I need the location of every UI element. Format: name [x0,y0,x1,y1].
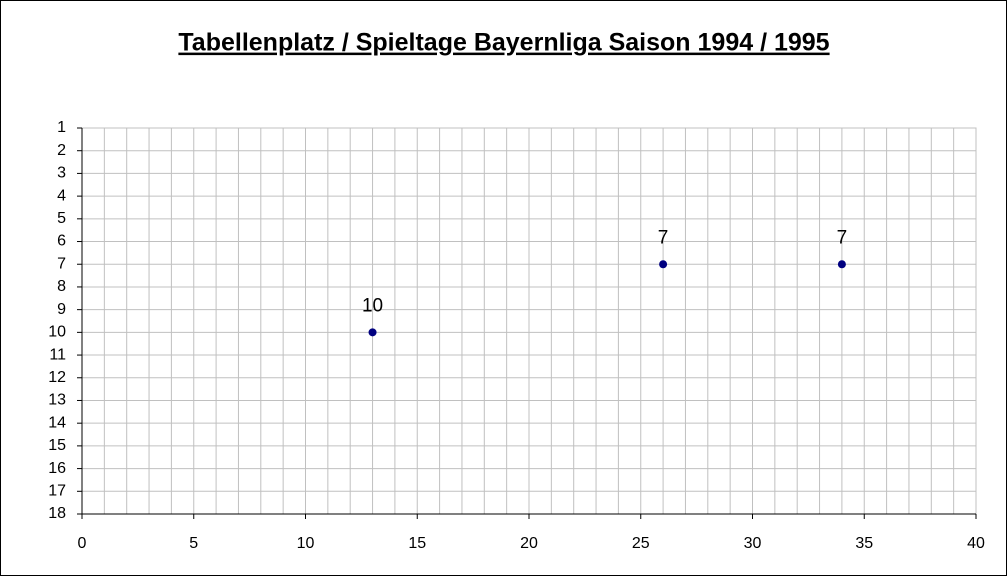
x-tick-label: 15 [408,535,426,552]
x-tick-label: 5 [189,535,198,552]
y-tick-label: 5 [57,210,66,227]
y-tick-label: 7 [57,255,66,272]
point [837,260,846,269]
y-tick-label: 15 [48,437,66,454]
y-tick-label: 9 [57,301,66,318]
y-tick-label: 1 [57,119,66,136]
x-tick-label: 10 [297,535,315,552]
y-tick-label: 10 [48,324,66,341]
x-tick-label: 30 [744,535,762,552]
y-tick-label: 12 [48,369,66,386]
y-tick-label: 11 [49,346,66,363]
data-label: 7 [837,227,848,248]
x-tick-label: 35 [855,535,873,552]
y-tick-label: 2 [57,142,66,159]
x-tick-label: 20 [520,535,538,552]
y-tick-label: 4 [57,187,66,204]
x-tick-label: 25 [632,535,650,552]
y-tick-label: 6 [57,233,66,250]
point [368,328,377,337]
y-tick-label: 3 [57,165,66,182]
x-tick-label: 40 [967,535,985,552]
y-tick-label: 13 [48,392,66,409]
chart-title: Tabellenplatz / Spieltage Bayernliga Sai… [178,29,829,57]
data-label: 7 [658,227,669,248]
x-tick-label: 0 [78,535,87,552]
y-tick-label: 18 [48,505,66,522]
y-tick-label: 8 [57,278,66,295]
y-tick-label: 16 [48,460,66,477]
y-tick-label: 14 [48,414,66,431]
data-label: 10 [362,295,383,316]
point [659,260,668,269]
y-tick-label: 17 [48,483,66,500]
